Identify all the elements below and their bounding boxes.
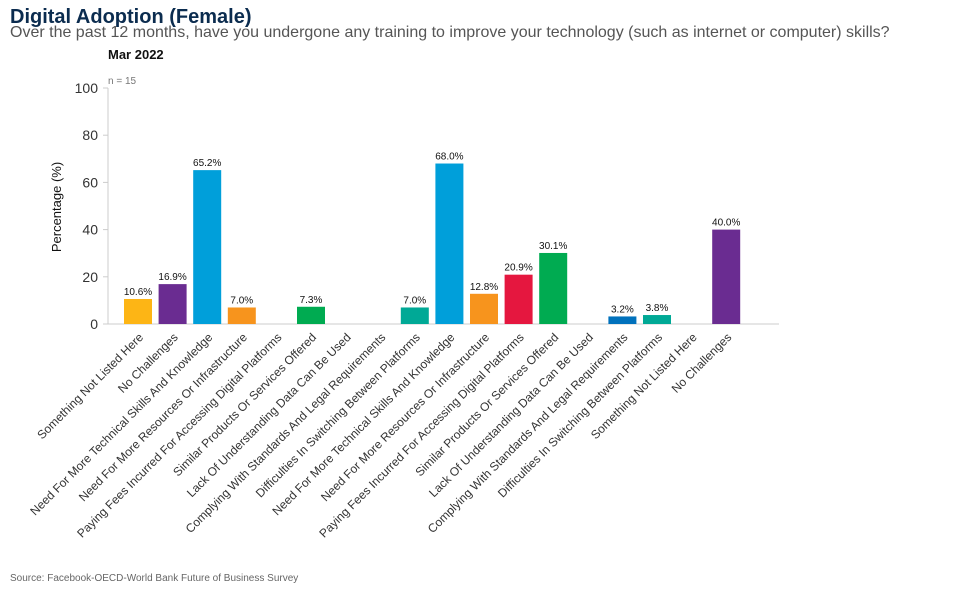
chart-subtitle: Over the past 12 months, have you underg… <box>10 24 890 41</box>
bar <box>158 284 187 324</box>
bar-value-label: 3.8% <box>646 303 669 314</box>
bar-value-label: 7.0% <box>230 295 253 306</box>
category-label: No Challenges <box>115 330 181 396</box>
bar <box>504 274 533 324</box>
period-label: Mar 2022 <box>108 47 164 62</box>
bar-value-label: 3.2% <box>611 304 634 315</box>
bar <box>297 306 325 324</box>
bar <box>124 298 152 324</box>
bar-value-label: 30.1% <box>539 241 567 252</box>
bar-value-label: 68.0% <box>435 152 463 163</box>
bar <box>712 229 741 324</box>
bar-value-label: 20.9% <box>504 263 532 274</box>
bar <box>435 163 464 324</box>
chart-bars <box>124 163 741 324</box>
bar <box>470 293 498 324</box>
bar-value-label: 40.0% <box>712 218 740 229</box>
bar <box>539 252 568 324</box>
y-axis-label: Percentage (%) <box>49 162 64 252</box>
bar-value-label: 16.9% <box>158 272 186 283</box>
category-label: No Challenges <box>669 330 735 396</box>
chart-axes: 0 20 40 60 80 100 <box>75 80 779 332</box>
y-tick-label: 100 <box>75 80 99 96</box>
bar <box>227 307 256 324</box>
y-tick-label: 40 <box>82 222 98 238</box>
bar <box>400 307 429 324</box>
y-tick-label: 60 <box>82 174 98 190</box>
chart-title: Digital Adoption (Female) <box>10 6 252 28</box>
bar-value-label: 65.2% <box>193 158 221 169</box>
bar <box>608 316 637 324</box>
y-tick-label: 80 <box>82 127 98 143</box>
bar-value-label: 12.8% <box>470 282 498 293</box>
bar <box>643 315 671 324</box>
sample-size-note: n = 15 <box>108 76 137 87</box>
bar-value-label: 7.0% <box>403 295 426 306</box>
y-tick-label: 20 <box>82 269 98 285</box>
bar-value-label: 10.6% <box>124 287 152 298</box>
y-tick-label: 0 <box>90 316 98 332</box>
source-note: Source: Facebook-OECD-World Bank Future … <box>10 573 299 584</box>
bar <box>193 170 222 324</box>
chart-value-labels: 10.6% 16.9% 65.2% 7.0% 7.3% 7.0% 68.0% 12.8% 20.… <box>124 152 741 316</box>
bar-value-label: 7.3% <box>300 295 323 306</box>
